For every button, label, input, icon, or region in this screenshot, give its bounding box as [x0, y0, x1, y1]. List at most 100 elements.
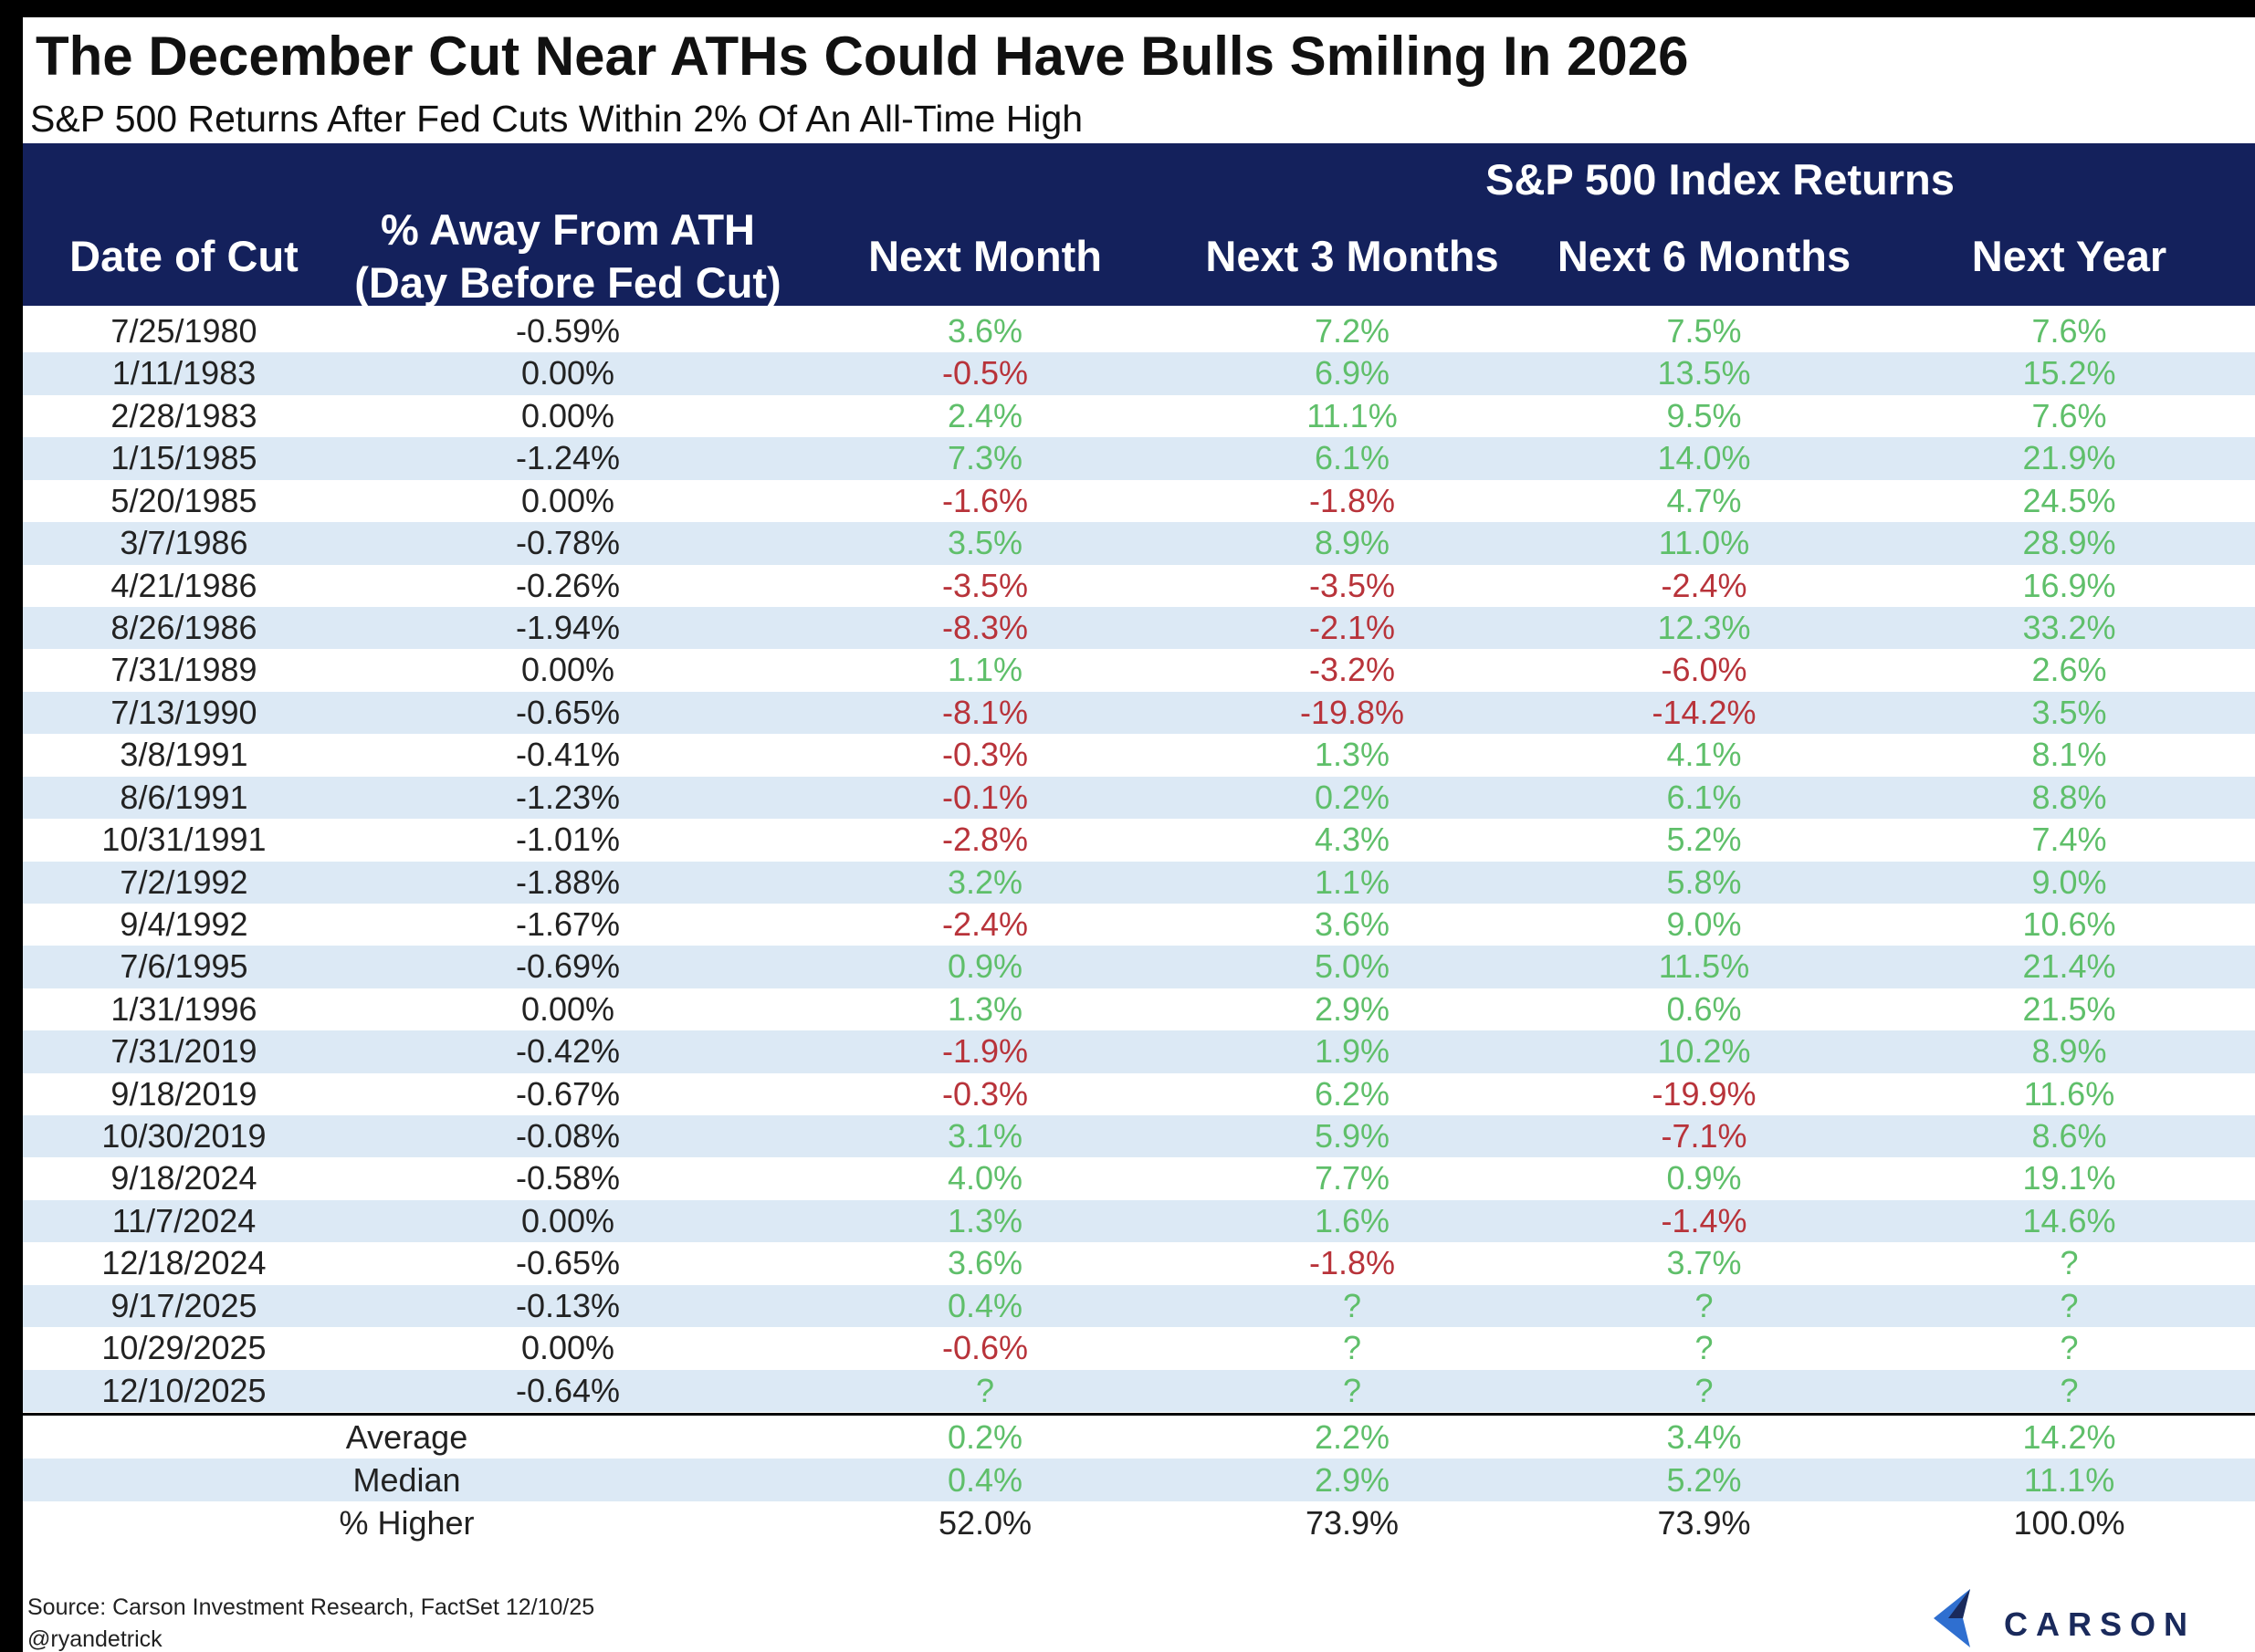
- table-cell: ?: [1342, 1371, 1362, 1409]
- table-cell: -1.67%: [515, 904, 621, 943]
- table-cell: -19.8%: [1299, 693, 1405, 731]
- column-header: Next Month: [868, 232, 1102, 280]
- table-cell: -0.3%: [941, 1074, 1029, 1113]
- table-cell: 7.4%: [2031, 821, 2107, 859]
- table-cell: 11.1%: [1306, 396, 1398, 434]
- table-cell: ?: [2060, 1244, 2079, 1282]
- table-cell: 7/6/1995: [120, 947, 248, 986]
- table-cell: 0.00%: [520, 1201, 615, 1239]
- summary-cell: 0.2%: [947, 1418, 1023, 1456]
- table-cell: -1.88%: [515, 863, 621, 901]
- table-row: 4/21/1986 -0.26% -3.5% -3.5% -2.4% 16.9%: [23, 565, 2255, 607]
- summary-row: % Higher 52.0% 73.9% 73.9% 100.0%: [23, 1501, 2255, 1544]
- table-cell: 5.2%: [1666, 821, 1742, 859]
- table-cell: 6.1%: [1314, 439, 1390, 477]
- table-row: 7/25/1980 -0.59% 3.6% 7.2% 7.5% 7.6%: [23, 310, 2255, 352]
- table-cell: 8.9%: [1314, 524, 1390, 562]
- table-cell: 8/26/1986: [110, 608, 257, 646]
- table-row: 1/11/1983 0.00% -0.5% 6.9% 13.5% 15.2%: [23, 352, 2255, 395]
- table-cell: 3.6%: [947, 1244, 1023, 1282]
- table-cell: -3.2%: [1308, 651, 1396, 689]
- table-cell: 1.9%: [1314, 1032, 1390, 1071]
- table-cell: 7/31/1989: [110, 651, 257, 689]
- summary-label: % Higher: [339, 1504, 475, 1542]
- table-row: 7/31/2019 -0.42% -1.9% 1.9% 10.2% 8.9%: [23, 1030, 2255, 1073]
- table-cell: 3/8/1991: [120, 736, 248, 774]
- summary-cell: 3.4%: [1666, 1418, 1742, 1456]
- table-cell: ?: [1694, 1371, 1714, 1409]
- table-cell: 4.1%: [1666, 736, 1742, 774]
- table-cell: -0.41%: [515, 736, 621, 774]
- table-cell: 0.00%: [520, 481, 615, 519]
- table-cell: 5.8%: [1666, 863, 1742, 901]
- table-cell: 0.9%: [947, 947, 1023, 986]
- table-cell: -1.94%: [515, 608, 621, 646]
- table-cell: 11.6%: [2023, 1074, 2115, 1113]
- table-row: 9/17/2025 -0.13% 0.4%???: [23, 1284, 2255, 1328]
- table-cell: -1.24%: [515, 439, 621, 477]
- table-cell: -1.9%: [941, 1032, 1029, 1071]
- table-cell: -2.8%: [941, 821, 1029, 859]
- table-cell: 14.6%: [2022, 1201, 2116, 1239]
- table-row: 11/7/2024 0.00% 1.3% 1.6% -1.4% 14.6%: [23, 1199, 2255, 1243]
- logo-icon: [1934, 1589, 1970, 1647]
- table-cell: 1.3%: [947, 989, 1023, 1028]
- table-cell: -8.1%: [941, 693, 1029, 731]
- column-header: Next 6 Months: [1557, 232, 1851, 280]
- source: Source: Carson Investment Research, Fact…: [27, 1594, 595, 1620]
- separator: [23, 1413, 2255, 1416]
- table-cell: 9/18/2019: [110, 1074, 257, 1113]
- table-cell: 15.2%: [2022, 354, 2116, 392]
- table-cell: -6.0%: [1661, 651, 1747, 689]
- table-cell: 1/11/1983: [111, 354, 257, 392]
- table-cell: 1.1%: [1314, 863, 1390, 901]
- table-cell: -1.01%: [515, 821, 621, 859]
- table-cell: 7.5%: [1666, 312, 1742, 350]
- table-cell: -0.58%: [515, 1159, 621, 1197]
- column-header: Next Year: [1971, 232, 2167, 280]
- table-cell: 9.5%: [1666, 396, 1742, 434]
- table-cell: 0.00%: [520, 396, 615, 434]
- table-cell: 10.2%: [1657, 1032, 1751, 1071]
- table-cell: ?: [1694, 1286, 1714, 1324]
- table-cell: 10.6%: [2022, 904, 2116, 943]
- table-cell: 7.6%: [2031, 312, 2107, 350]
- table-cell: 3/7/1986: [120, 524, 248, 562]
- table-cell: -0.64%: [515, 1371, 621, 1409]
- table-cell: 11.0%: [1658, 524, 1750, 562]
- table-cell: 6.9%: [1314, 354, 1390, 392]
- summary-cell: 73.9%: [1305, 1504, 1400, 1542]
- table-header: S&P 500 Index Returns Date of Cut % Away …: [23, 143, 2255, 307]
- table-cell: 8/6/1991: [120, 778, 248, 816]
- table-cell: -2.4%: [1661, 566, 1747, 604]
- table-cell: -0.67%: [515, 1074, 621, 1113]
- table-cell: -14.2%: [1652, 693, 1757, 731]
- table-cell: 33.2%: [2022, 608, 2116, 646]
- table-cell: -7.1%: [1661, 1117, 1747, 1155]
- table-cell: 10/30/2019: [101, 1117, 267, 1155]
- table-cell: 0.9%: [1666, 1159, 1742, 1197]
- table-cell: 9.0%: [1666, 904, 1742, 943]
- table-cell: ?: [2060, 1329, 2079, 1367]
- table-cell: -1.6%: [941, 481, 1029, 519]
- table-cell: 16.9%: [2022, 566, 2116, 604]
- table-cell: -0.6%: [941, 1329, 1029, 1367]
- table-cell: 4.3%: [1314, 821, 1390, 859]
- table-row: 1/31/1996 0.00% 1.3% 2.9% 0.6% 21.5%: [23, 988, 2255, 1030]
- table-cell: 5.9%: [1314, 1117, 1390, 1155]
- table-cell: 0.00%: [520, 651, 615, 689]
- table-cell: 6.2%: [1314, 1074, 1390, 1113]
- table-cell: 3.2%: [947, 863, 1023, 901]
- table-cell: 9.0%: [2031, 863, 2107, 901]
- table-cell: 7.6%: [2031, 396, 2107, 434]
- table-cell: 3.6%: [947, 312, 1023, 350]
- summary-cell: 2.9%: [1314, 1461, 1390, 1499]
- table-cell: 0.00%: [520, 989, 615, 1028]
- table-cell: 2/28/1983: [110, 396, 257, 434]
- summary-cell: 5.2%: [1666, 1461, 1742, 1499]
- table-row: 1/15/1985 -1.24% 7.3% 6.1% 14.0% 21.9%: [23, 437, 2255, 480]
- table-cell: 21.4%: [2022, 947, 2116, 986]
- table-row: 12/18/2024 -0.65% 3.6% -1.8% 3.7%?: [23, 1242, 2255, 1284]
- table-cell: 10/29/2025: [101, 1329, 267, 1367]
